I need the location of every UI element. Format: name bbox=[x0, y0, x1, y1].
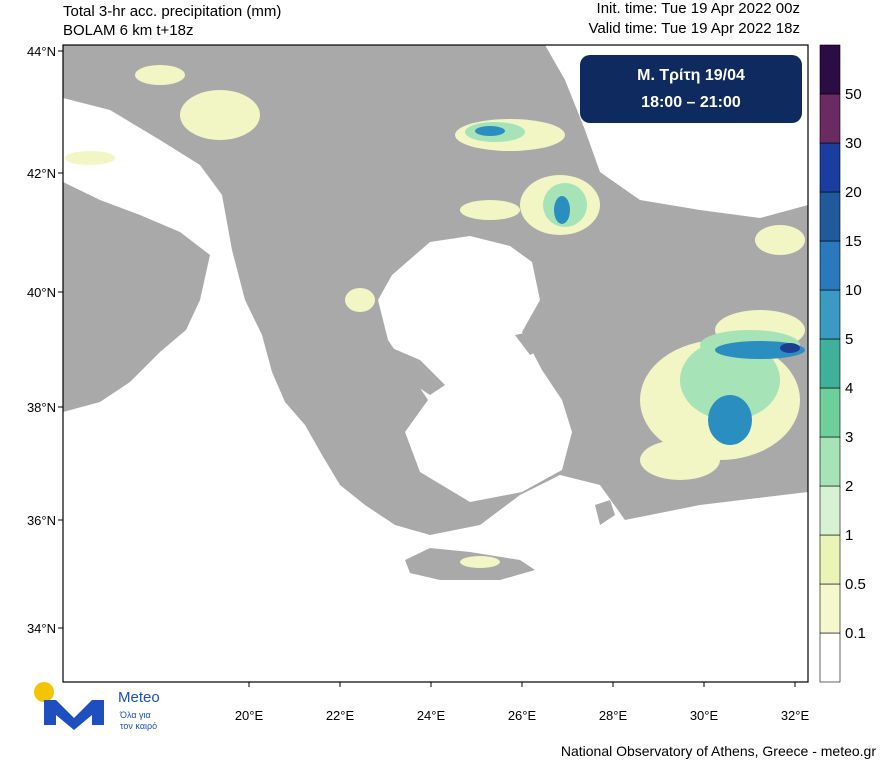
lon-label: 26°E bbox=[508, 708, 537, 723]
lat-label: 40°N bbox=[27, 285, 56, 300]
lat-label: 38°N bbox=[27, 400, 56, 415]
lon-label: 30°E bbox=[690, 708, 719, 723]
logo-tagline: τον καιρό bbox=[120, 721, 157, 731]
logo-tagline: Όλα για bbox=[119, 710, 151, 720]
lon-label: 28°E bbox=[599, 708, 628, 723]
colorbar-segment bbox=[819, 436, 841, 487]
colorbar-label: 2 bbox=[845, 478, 853, 495]
lon-label: 20°E bbox=[235, 708, 264, 723]
colorbar: 0.1 0.5 1 2 3 4 5 10 15 20 30 50 bbox=[819, 44, 866, 683]
colorbar-segment bbox=[819, 534, 841, 585]
sea bbox=[63, 98, 808, 682]
title-line1: Total 3-hr acc. precipitation (mm) bbox=[63, 3, 281, 20]
colorbar-label: 5 bbox=[845, 331, 853, 348]
logo: Meteo Όλα για τον καιρό bbox=[34, 682, 160, 731]
aegean-sea bbox=[378, 236, 572, 502]
lat-label: 42°N bbox=[27, 166, 56, 181]
colorbar-segment bbox=[819, 632, 841, 683]
lon-label: 22°E bbox=[326, 708, 355, 723]
badge-day: Μ. Τρίτη 19/04 bbox=[637, 67, 745, 84]
lon-label: 32°E bbox=[781, 708, 810, 723]
colorbar-label: 0.5 bbox=[845, 576, 866, 593]
peloponnese bbox=[315, 385, 405, 495]
precip-heavy bbox=[475, 126, 805, 445]
axes: 44°N 42°N 40°N 38°N 36°N 34°N 20°E 22°E 24°E 26°E… bbox=[27, 44, 810, 723]
map bbox=[63, 45, 808, 682]
colorbar-segment bbox=[819, 93, 841, 144]
colorbar-label: 10 bbox=[845, 282, 862, 299]
colorbar-label: 1 bbox=[845, 527, 853, 544]
badge-time: 18:00 – 21:00 bbox=[641, 94, 741, 111]
evia bbox=[385, 345, 445, 395]
colorbar-label: 15 bbox=[845, 233, 862, 250]
footer: National Observatory of Athens, Greece -… bbox=[561, 743, 876, 759]
logo-name: Meteo bbox=[118, 689, 160, 706]
lat-label: 36°N bbox=[27, 513, 56, 528]
colorbar-segment bbox=[819, 289, 841, 340]
lat-label: 44°N bbox=[27, 44, 56, 59]
map-frame bbox=[62, 44, 809, 683]
colorbar-segment bbox=[819, 142, 841, 193]
colorbar-label: 50 bbox=[845, 86, 862, 103]
colorbar-segment bbox=[819, 240, 841, 291]
precip-very-heavy bbox=[780, 343, 800, 353]
colorbar-segment bbox=[819, 583, 841, 634]
rhodes bbox=[595, 500, 615, 525]
colorbar-segment bbox=[819, 191, 841, 242]
colorbar-segment bbox=[819, 338, 841, 389]
valid-time: Valid time: Tue 19 Apr 2022 18z bbox=[588, 20, 800, 37]
lon-label: 24°E bbox=[417, 708, 446, 723]
lat-label: 34°N bbox=[27, 621, 56, 636]
lesvos bbox=[515, 330, 550, 355]
colorbar-label: 0.1 bbox=[845, 625, 866, 642]
colorbar-label: 20 bbox=[845, 184, 862, 201]
init-time: Init. time: Tue 19 Apr 2022 00z bbox=[597, 0, 800, 17]
date-badge bbox=[580, 55, 802, 123]
colorbar-label: 30 bbox=[845, 135, 862, 152]
colorbar-label: 3 bbox=[845, 429, 853, 446]
colorbar-segment bbox=[819, 387, 841, 438]
colorbar-segment bbox=[819, 485, 841, 536]
title-line2: BOLAM 6 km t+18z bbox=[63, 22, 193, 39]
colorbar-segment bbox=[819, 44, 841, 95]
colorbar-label: 4 bbox=[845, 380, 853, 397]
